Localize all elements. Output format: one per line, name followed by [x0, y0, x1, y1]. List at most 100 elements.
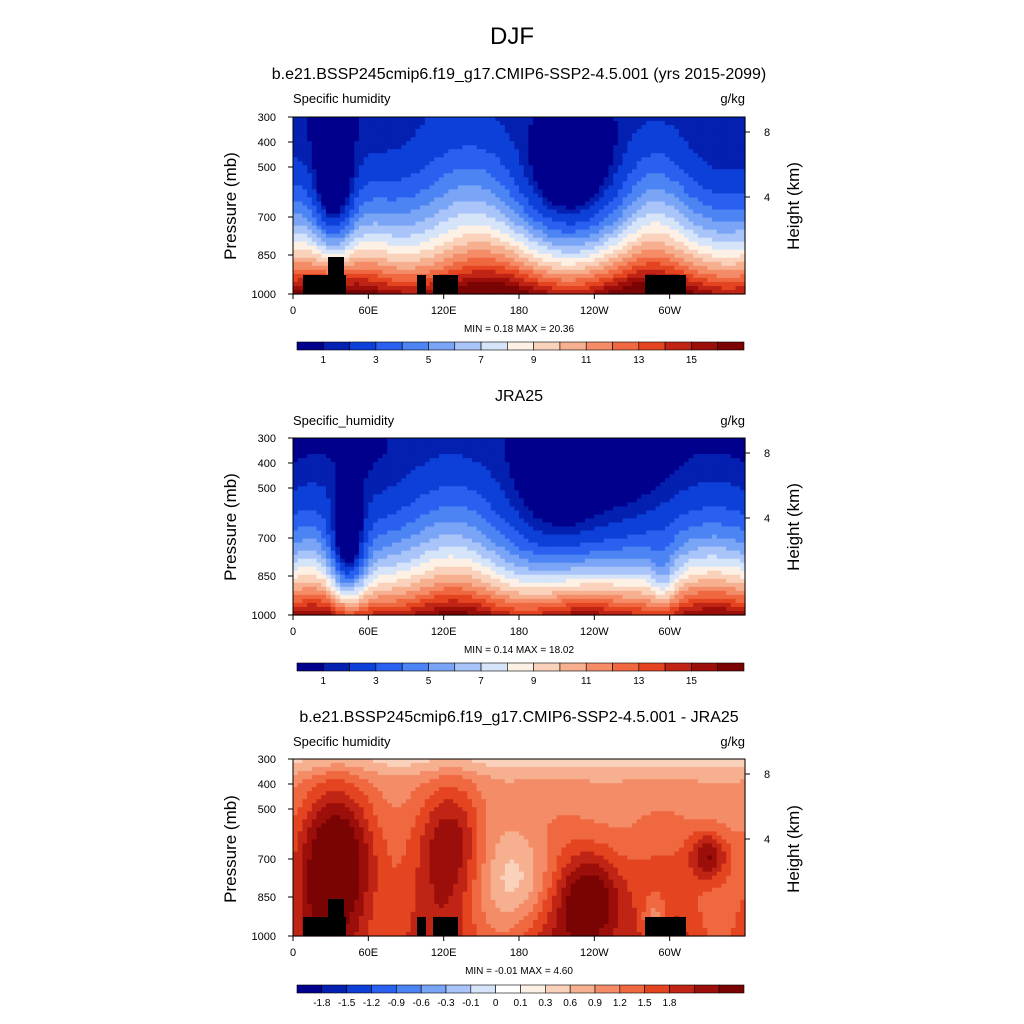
field-cell: [420, 213, 426, 219]
field-cell: [584, 249, 591, 255]
field-cell: [622, 257, 628, 263]
field-cell: [420, 149, 426, 154]
field-cell: [712, 253, 718, 259]
field-cell: [486, 245, 492, 251]
field-cell: [655, 233, 661, 239]
field-cell: [730, 237, 737, 243]
field-cell: [726, 261, 732, 267]
field-cell: [467, 462, 473, 467]
field-cell: [420, 249, 426, 255]
field-cell: [528, 117, 534, 122]
field-cell: [424, 121, 431, 126]
field-cell: [683, 157, 690, 162]
field-cell: [358, 273, 365, 279]
field-cell: [453, 209, 459, 215]
field-cell: [406, 205, 412, 211]
field-cell: [377, 213, 384, 219]
field-cell: [561, 121, 567, 126]
field-cell: [721, 450, 727, 455]
field-cell: [377, 446, 384, 451]
field-cell: [476, 197, 482, 203]
field-cell: [716, 245, 723, 251]
field-cell: [429, 177, 435, 182]
field-cell: [561, 454, 567, 459]
field-cell: [311, 253, 318, 259]
field-cell: [617, 462, 624, 467]
field-cell: [726, 438, 732, 443]
field-cell: [584, 289, 591, 295]
field-cell: [311, 153, 318, 158]
field-cell: [387, 185, 393, 191]
field-cell: [537, 121, 544, 126]
field-cell: [415, 145, 421, 150]
field-cell: [547, 285, 553, 291]
field-cell: [566, 241, 572, 247]
field-cell: [358, 141, 365, 146]
field-cell: [584, 233, 591, 239]
field-cell: [434, 209, 440, 215]
field-cell: [575, 189, 581, 195]
field-cell: [420, 189, 426, 195]
field-cell: [509, 221, 515, 227]
field-cell: [693, 149, 699, 154]
field-cell: [735, 261, 741, 267]
field-cell: [415, 181, 421, 186]
field-cell: [321, 177, 327, 182]
field-cell: [509, 197, 515, 203]
field-cell: [486, 225, 492, 231]
field-cell: [476, 249, 482, 255]
field-cell: [683, 265, 690, 271]
field-cell: [561, 438, 567, 443]
field-cell: [344, 285, 351, 291]
field-cell: [330, 221, 336, 227]
field-cell: [641, 149, 647, 154]
panel-model-units: g/kg: [720, 91, 745, 106]
field-cell: [302, 261, 308, 267]
field-cell: [523, 169, 530, 174]
field-cell: [721, 229, 727, 235]
field-cell: [429, 173, 435, 178]
field-cell: [735, 181, 741, 186]
field-cell: [434, 462, 440, 467]
field-cell: [335, 229, 341, 235]
field-cell: [391, 165, 398, 170]
field-cell: [344, 145, 351, 150]
field-cell: [735, 273, 741, 279]
field-cell: [335, 249, 341, 255]
field-cell: [495, 253, 501, 259]
field-cell: [457, 201, 464, 207]
field-cell: [655, 265, 661, 271]
field-cell: [589, 285, 595, 291]
field-cell: [641, 209, 647, 215]
field-cell: [401, 289, 407, 295]
field-cell: [735, 462, 741, 467]
field-cell: [608, 181, 614, 186]
field-cell: [424, 213, 431, 219]
field-cell: [697, 137, 704, 142]
field-cell: [490, 458, 497, 463]
field-cell: [406, 281, 412, 287]
field-cell: [429, 217, 435, 223]
field-cell: [707, 285, 713, 291]
field-cell: [344, 181, 351, 186]
field-cell: [537, 450, 544, 455]
field-cell: [740, 265, 746, 271]
field-cell: [608, 281, 614, 287]
field-cell: [726, 153, 732, 158]
field-cell: [693, 121, 699, 126]
field-cell: [453, 458, 459, 463]
field-cell: [424, 137, 431, 142]
field-cell: [340, 454, 346, 459]
field-cell: [594, 249, 600, 255]
field-cell: [603, 141, 610, 146]
field-cell: [481, 225, 487, 231]
field-cell: [509, 454, 515, 459]
field-cell: [542, 197, 548, 203]
field-cell: [523, 209, 530, 215]
field-cell: [495, 225, 501, 231]
field-cell: [650, 145, 657, 150]
field-cell: [646, 229, 652, 235]
field-cell: [566, 201, 572, 207]
field-cell: [514, 161, 520, 166]
field-cell: [674, 157, 680, 162]
